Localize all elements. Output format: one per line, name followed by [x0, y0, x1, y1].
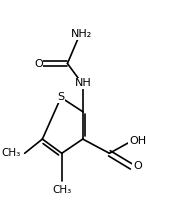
Text: NH₂: NH₂: [70, 29, 92, 39]
Text: CH₃: CH₃: [52, 185, 71, 195]
Text: CH₃: CH₃: [1, 148, 21, 158]
Text: O: O: [133, 161, 142, 171]
Text: O: O: [34, 58, 43, 69]
Text: NH: NH: [75, 78, 92, 88]
Text: S: S: [57, 92, 65, 102]
Text: OH: OH: [129, 136, 146, 146]
